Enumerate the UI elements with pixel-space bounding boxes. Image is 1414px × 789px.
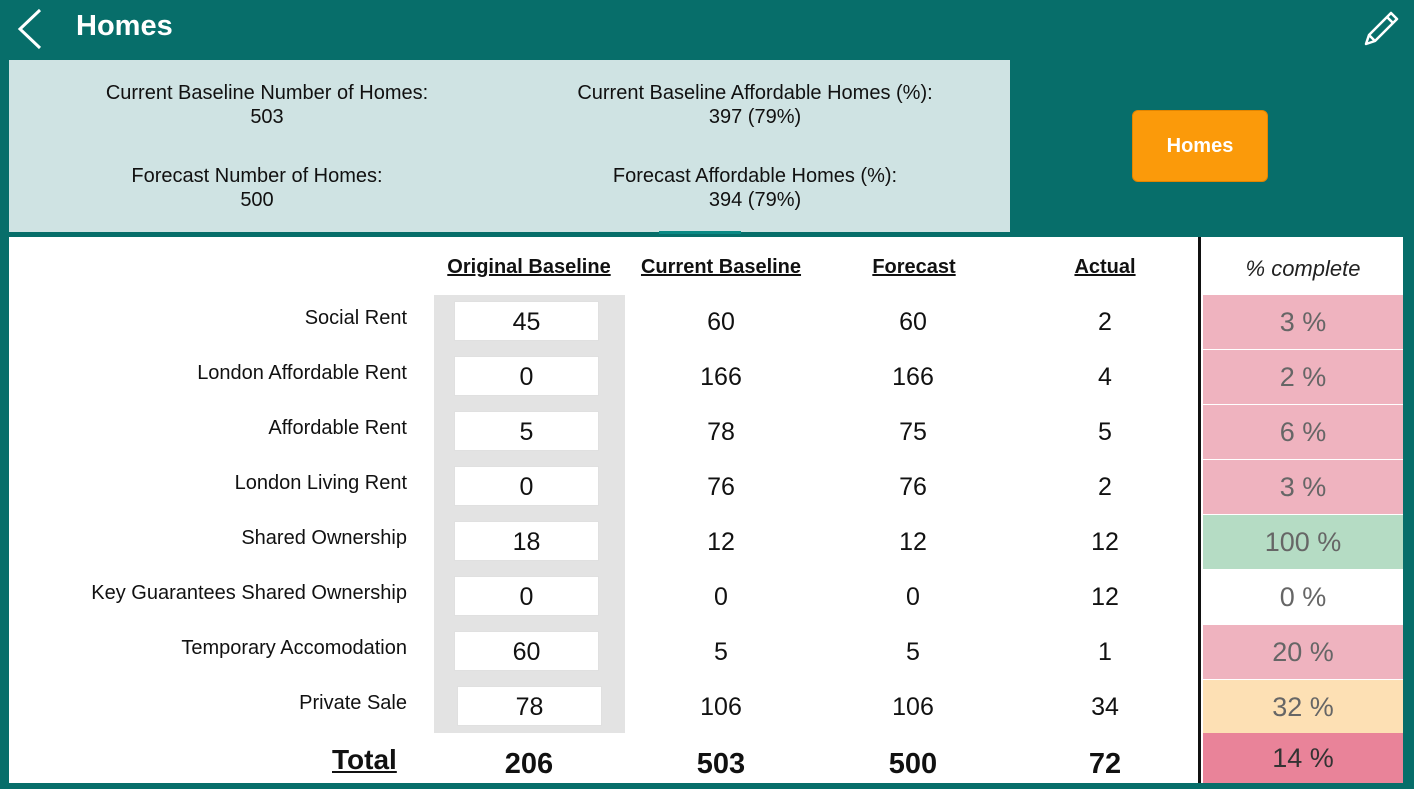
original-baseline-input[interactable]: 0 [454,356,599,396]
percent-complete-cell: 32 % [1203,680,1403,734]
original-baseline-input[interactable]: 5 [454,411,599,451]
forecast-affordable: Forecast Affordable Homes (%): 394 (79%) [555,164,955,212]
original-baseline-input[interactable]: 78 [457,686,602,726]
current-baseline-homes-label: Current Baseline Number of Homes: [105,82,429,104]
header-percent-complete: % complete [1245,256,1361,281]
back-button[interactable] [14,8,48,50]
current-baseline-value: 12 [707,528,735,556]
original-baseline-input[interactable]: 0 [454,466,599,506]
row-label: Key Guarantees Shared Ownership [91,582,407,604]
current-baseline-affordable: Current Baseline Affordable Homes (%): 3… [535,81,975,129]
current-baseline-affordable-label: Current Baseline Affordable Homes (%): [577,82,933,104]
separator [659,231,741,234]
forecast-value: 76 [899,473,927,501]
actual-value: 5 [1098,418,1112,446]
row-label: Temporary Accomodation [181,637,407,659]
edit-button[interactable] [1360,8,1402,50]
forecast-value: 60 [899,308,927,336]
total-percent-complete: 14 % [1203,733,1403,783]
total-original: 206 [504,748,554,780]
forecast-value: 12 [899,528,927,556]
current-baseline-value: 60 [707,308,735,336]
current-baseline-homes: Current Baseline Number of Homes: 503 [67,81,467,129]
forecast-homes-label: Forecast Number of Homes: [131,165,383,187]
header-forecast: Forecast [872,256,956,278]
column-divider [1198,237,1201,783]
forecast-value: 75 [899,418,927,446]
header-current-baseline: Current Baseline [640,256,802,278]
current-baseline-homes-value: 503 [250,106,284,128]
original-baseline-input[interactable]: 0 [454,576,599,616]
actual-value: 34 [1091,693,1119,721]
forecast-value: 5 [906,638,920,666]
page-title: Homes [76,10,173,42]
current-baseline-value: 0 [714,583,728,611]
actual-value: 2 [1098,308,1112,336]
header-bar: Homes [0,0,1414,58]
row-label: Affordable Rent [268,417,407,439]
current-baseline-value: 76 [707,473,735,501]
header-original-baseline: Original Baseline [447,256,611,278]
actual-value: 12 [1091,528,1119,556]
total-forecast: 500 [888,748,938,780]
forecast-homes: Forecast Number of Homes: 500 [67,164,447,212]
forecast-affordable-label: Forecast Affordable Homes (%): [612,165,898,187]
chevron-left-icon [17,8,42,50]
actual-value: 2 [1098,473,1112,501]
total-actual: 72 [1088,748,1122,780]
percent-complete-cell: 0 % [1203,570,1403,624]
forecast-value: 166 [892,363,934,391]
row-label: Shared Ownership [241,527,407,549]
pencil-icon [1364,11,1399,46]
percent-complete-cell: 2 % [1203,350,1403,404]
row-label: Private Sale [299,692,407,714]
total-label: Total [332,744,397,775]
percent-complete-cell: 100 % [1203,515,1403,569]
actual-value: 1 [1098,638,1112,666]
header-actual: Actual [1074,256,1136,278]
current-baseline-value: 166 [700,363,742,391]
percent-complete-cell: 3 % [1203,460,1403,514]
total-current: 503 [696,748,746,780]
current-baseline-value: 106 [700,693,742,721]
original-baseline-input[interactable]: 60 [454,631,599,671]
current-baseline-value: 5 [714,638,728,666]
percent-complete-cell: 6 % [1203,405,1403,459]
original-baseline-input[interactable]: 45 [454,301,599,341]
homes-button[interactable]: Homes [1132,110,1268,182]
percent-complete-cell: 3 % [1203,295,1403,349]
percent-complete-cell: 20 % [1203,625,1403,679]
original-baseline-input[interactable]: 18 [454,521,599,561]
current-baseline-value: 78 [707,418,735,446]
summary-panel: Current Baseline Number of Homes: 503 Cu… [9,60,1010,232]
forecast-value: 0 [906,583,920,611]
actual-value: 12 [1091,583,1119,611]
row-label: London Living Rent [234,472,407,494]
current-baseline-affordable-value: 397 (79%) [708,106,802,128]
actual-value: 4 [1098,363,1112,391]
row-label: London Affordable Rent [197,362,407,384]
forecast-homes-value: 500 [240,189,274,211]
forecast-value: 106 [892,693,934,721]
forecast-affordable-value: 394 (79%) [708,189,802,211]
row-label: Social Rent [304,307,407,329]
